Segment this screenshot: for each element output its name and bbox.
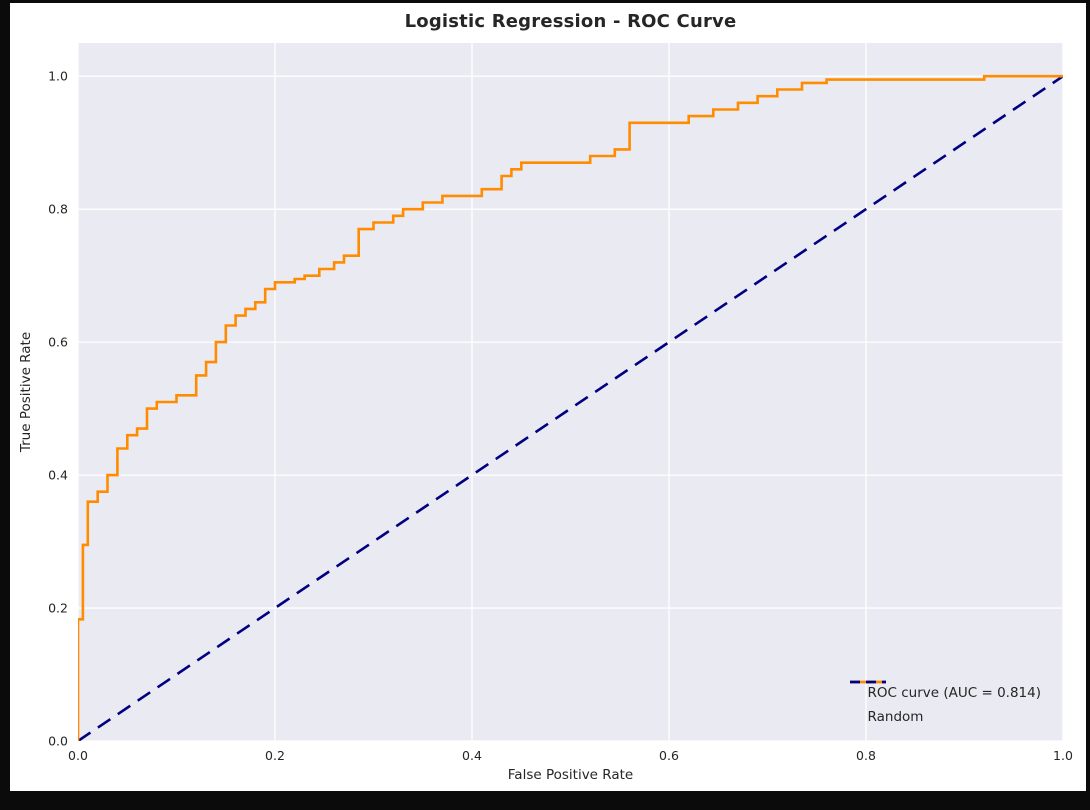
x-tick-0.2: 0.2 bbox=[265, 748, 285, 763]
y-axis-label: True Positive Rate bbox=[18, 331, 34, 453]
x-tick-0.6: 0.6 bbox=[659, 748, 679, 763]
chart-title: Logistic Regression - ROC Curve bbox=[404, 11, 737, 32]
plot-area: ROC curve (AUC = 0.814) Random bbox=[78, 43, 1063, 741]
y-tick-0.6: 0.6 bbox=[48, 334, 68, 350]
roc-chart-svg bbox=[78, 43, 1063, 741]
legend: ROC curve (AUC = 0.814) Random bbox=[849, 679, 1049, 731]
legend-label-random: Random bbox=[867, 709, 924, 725]
x-tick-0.4: 0.4 bbox=[462, 748, 482, 763]
y-tick-1.0: 1.0 bbox=[48, 68, 68, 84]
legend-item-random: Random bbox=[849, 680, 1041, 725]
x-tick-0.8: 0.8 bbox=[856, 748, 876, 763]
y-tick-0.8: 0.8 bbox=[48, 201, 68, 217]
y-tick-0.4: 0.4 bbox=[48, 467, 68, 483]
x-axis-label: False Positive Rate bbox=[507, 767, 634, 783]
x-tick-1.0: 1.0 bbox=[1053, 748, 1073, 763]
figure-canvas: Logistic Regression - ROC Curve ROC curv… bbox=[10, 3, 1086, 791]
legend-item-roc-curve: ROC curve (AUC = 0.814) bbox=[849, 680, 1041, 701]
x-tick-0.0: 0.0 bbox=[68, 748, 88, 763]
y-tick-0.2: 0.2 bbox=[48, 600, 68, 616]
y-tick-0.0: 0.0 bbox=[48, 733, 68, 749]
legend-label-roc-curve: ROC curve (AUC = 0.814) bbox=[867, 685, 1041, 701]
